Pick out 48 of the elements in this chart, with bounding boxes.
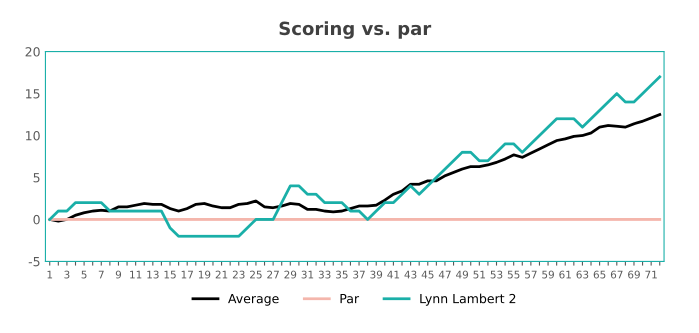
x-tick-label: 53 <box>490 270 502 278</box>
x-tick-label: 11 <box>130 270 142 278</box>
x-tick-label: 7 <box>98 270 104 278</box>
x-tick-label: 33 <box>318 270 330 278</box>
x-tick-label: 49 <box>456 270 468 278</box>
x-tick-label: 69 <box>628 270 640 278</box>
x-tick-label: 23 <box>232 270 245 278</box>
y-tick-label: 0 <box>33 214 40 224</box>
y-tick-label: 20 <box>26 47 40 57</box>
y-tick-label: 10 <box>26 131 40 140</box>
x-tick-label: 45 <box>422 270 434 278</box>
x-tick-label: 27 <box>267 270 279 278</box>
x-tick-label: 59 <box>542 270 554 278</box>
chart-title: Scoring vs. par <box>280 21 432 39</box>
line-series <box>48 113 662 223</box>
x-tick-label: 65 <box>594 270 606 278</box>
x-tick-label: 35 <box>336 270 348 278</box>
x-tick-label: 1 <box>48 270 52 278</box>
y-tick-label: -5 <box>28 257 40 266</box>
x-tick-label: 29 <box>284 270 296 278</box>
x-tick-label: 5 <box>82 270 86 278</box>
x-tick-label: 47 <box>438 270 451 278</box>
legend-label: Lynn Lambert 2 <box>420 294 516 306</box>
x-tick-label: 31 <box>302 270 314 278</box>
x-tick-label: 37 <box>353 270 365 278</box>
x-tick-label: 43 <box>404 270 416 278</box>
x-tick-label: 19 <box>198 270 210 278</box>
x-tick-label: 9 <box>116 270 122 278</box>
y-tick-label: 5 <box>34 173 40 182</box>
x-tick-label: 17 <box>182 270 193 278</box>
x-tick-label: 71 <box>645 270 657 278</box>
x-tick-label: 51 <box>474 270 485 278</box>
x-tick-label: 25 <box>250 270 262 278</box>
x-tick-label: 13 <box>147 270 159 278</box>
x-tick-label: 61 <box>559 270 571 278</box>
line-series <box>48 75 662 238</box>
legend-label: Average <box>228 294 279 306</box>
x-tick-label: 15 <box>164 270 176 278</box>
x-tick-label: 39 <box>370 270 382 278</box>
x-tick-label: 21 <box>216 270 228 278</box>
x-tick-label: 41 <box>387 270 400 278</box>
x-tick-label: 55 <box>508 270 520 278</box>
legend-label: Par <box>340 294 360 304</box>
x-tick-label: 67 <box>610 270 623 278</box>
y-tick-label: 15 <box>26 89 40 98</box>
x-tick-label: 3 <box>64 270 70 278</box>
x-tick-label: 63 <box>576 270 588 278</box>
x-tick-label: 57 <box>525 270 537 278</box>
